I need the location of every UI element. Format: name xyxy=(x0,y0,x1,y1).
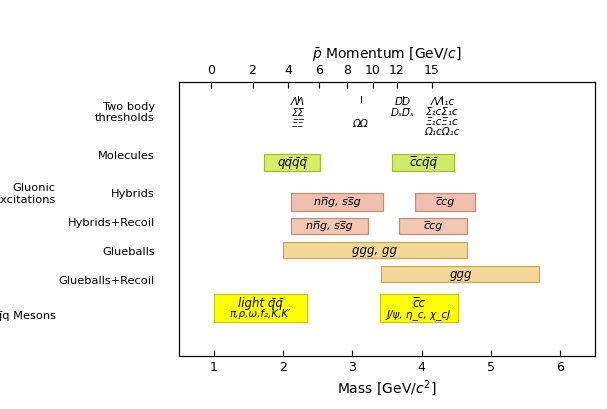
Text: Glueballs+Recoil: Glueballs+Recoil xyxy=(58,276,155,286)
Text: Hybrids+Recoil: Hybrids+Recoil xyxy=(67,218,155,228)
Text: J/ψ, η_c, χ_cJ: J/ψ, η_c, χ_cJ xyxy=(387,309,451,320)
Bar xyxy=(291,218,368,234)
Bar xyxy=(214,294,307,322)
Text: Ω₁cΩ₁c: Ω₁cΩ₁c xyxy=(425,127,460,137)
Text: c̅cg: c̅cg xyxy=(435,198,455,207)
Bar xyxy=(392,154,454,171)
Text: Σ₁cΣ₁c: Σ₁cΣ₁c xyxy=(426,108,459,117)
X-axis label: Mass [GeV/$c^{2}$]: Mass [GeV/$c^{2}$] xyxy=(337,378,436,398)
X-axis label: $\bar{p}$ Momentum [GeV/$c$]: $\bar{p}$ Momentum [GeV/$c$] xyxy=(312,45,462,63)
Text: Two body
thresholds: Two body thresholds xyxy=(95,102,155,123)
Bar xyxy=(291,193,383,211)
Bar xyxy=(263,154,320,171)
Text: Hybrids: Hybrids xyxy=(111,189,155,199)
Text: π,ρ,ω,f₂,K,K′: π,ρ,ω,f₂,K,K′ xyxy=(229,309,291,319)
Text: c̅c: c̅c xyxy=(412,297,426,310)
Text: Gluonic
Excitations: Gluonic Excitations xyxy=(0,183,56,205)
Bar xyxy=(381,266,540,282)
Text: ΩΩ: ΩΩ xyxy=(353,119,368,129)
Text: Molecules: Molecules xyxy=(98,151,155,161)
Text: DₛD̅ₛ: DₛD̅ₛ xyxy=(391,108,415,119)
Text: ΞΞ: ΞΞ xyxy=(292,119,305,129)
Text: ΛΛ: ΛΛ xyxy=(291,97,305,108)
Text: ΣΣ: ΣΣ xyxy=(292,108,305,119)
Bar xyxy=(380,294,458,322)
Bar xyxy=(399,218,467,234)
Text: ggg: ggg xyxy=(449,267,472,281)
Text: c̅cq̄q̄: c̅cq̄q̄ xyxy=(409,156,437,169)
Text: ΛΛ₁c: ΛΛ₁c xyxy=(430,97,455,108)
Text: D̅D: D̅D xyxy=(395,97,411,108)
Text: light q̄q̄: light q̄q̄ xyxy=(238,297,283,310)
Bar xyxy=(415,193,475,211)
Bar xyxy=(283,242,467,258)
Text: c̅cg: c̅cg xyxy=(423,221,443,231)
Text: Glueballs: Glueballs xyxy=(102,247,155,257)
Text: nn̅g, ss̅g: nn̅g, ss̅g xyxy=(314,198,361,207)
Text: q̅q Mesons: q̅q Mesons xyxy=(0,311,56,321)
Text: qq̄q̄q̄: qq̄q̄q̄ xyxy=(277,156,307,169)
Text: nn̅g, ss̅g: nn̅g, ss̅g xyxy=(306,221,353,231)
Text: Ξ₁cΞ₁c: Ξ₁cΞ₁c xyxy=(426,117,459,127)
Text: ggg, gg: ggg, gg xyxy=(352,244,398,256)
